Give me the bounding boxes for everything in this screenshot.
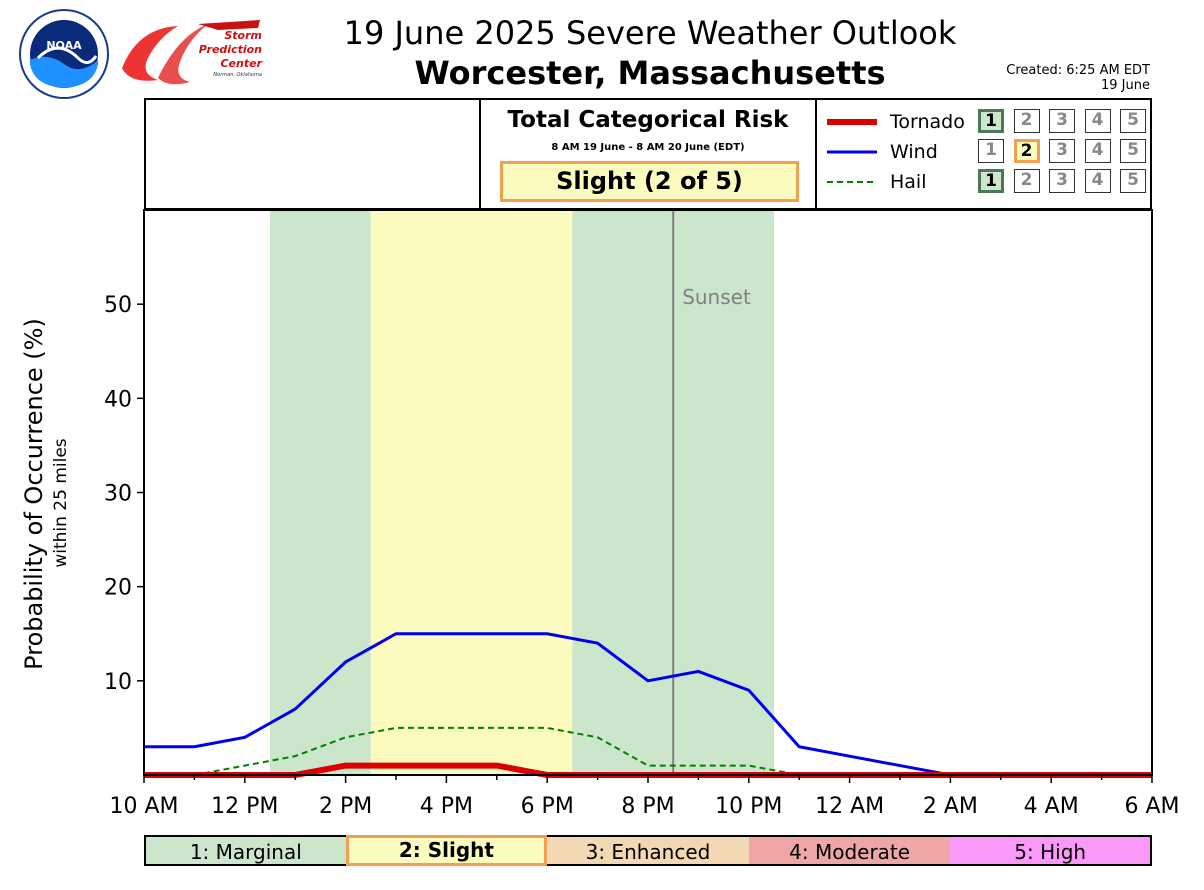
level-box-tornado-3: 3: [1049, 109, 1075, 133]
x-tick-label: 10 PM: [715, 794, 782, 819]
noaa-logo-text: NOAA: [46, 39, 82, 52]
x-tick-label: 4 PM: [420, 794, 473, 819]
x-tick-label: 10 AM: [109, 794, 178, 819]
probability-chart: Sunset 10 20 30 40 50 10 AM 12 PM 2 PM 4 PM 6 PM 8 …: [104, 209, 1180, 819]
x-tick-label: 4 AM: [1024, 794, 1079, 819]
risk-shading-1: [270, 210, 371, 775]
x-tick-label: 2 AM: [923, 794, 978, 819]
level-box-tornado-1: 1: [978, 109, 1004, 133]
legend: [817, 100, 1152, 208]
x-tick-label: 12 PM: [211, 794, 278, 819]
legend-label-tornado: Tornado: [890, 111, 965, 133]
legend-label-wind: Wind: [890, 141, 938, 163]
header-divider: [479, 98, 481, 210]
categorical-risk-badge: Slight (2 of 5): [500, 161, 799, 202]
y-tick-label-30: 30: [104, 482, 132, 507]
spc-line1: Storm: [224, 29, 262, 42]
noaa-logo: NOAA: [18, 8, 110, 100]
page-title: 19 June 2025 Severe Weather Outlook: [343, 14, 957, 52]
categorical-risk-title: Total Categorical Risk: [507, 107, 789, 133]
level-box-wind-2: 2: [1013, 139, 1040, 163]
level-box-tornado-2: 2: [1013, 109, 1040, 133]
created-line-2: 19 June: [1101, 78, 1150, 93]
x-tick-label: 6 PM: [521, 794, 574, 819]
created-timestamp: Created: 6:25 AM EDT 19 June: [1006, 63, 1150, 93]
category-bar-item: 2: Slight: [345, 835, 548, 866]
spc-line2: Prediction: [199, 43, 262, 56]
y-tick-label-20: 20: [104, 576, 132, 601]
category-bar-item: 3: Enhanced: [547, 835, 749, 866]
level-box-tornado-4: 4: [1084, 109, 1111, 133]
sunset-label: Sunset: [682, 285, 751, 309]
y-tick-label-50: 50: [104, 293, 132, 318]
level-box-tornado-5: 5: [1120, 109, 1146, 133]
y-tick-label-40: 40: [104, 387, 132, 412]
level-box-hail-3: 3: [1049, 169, 1075, 193]
x-tick-label: 2 PM: [319, 794, 372, 819]
level-box-wind-3: 3: [1049, 139, 1075, 163]
level-box-wind-5: 5: [1120, 139, 1146, 163]
spc-line4: Norman, Oklahoma: [213, 72, 262, 78]
category-bar-item: 4: Moderate: [748, 835, 951, 866]
location-title: Worcester, Massachusetts: [414, 54, 886, 92]
level-box-hail-4: 4: [1084, 169, 1111, 193]
created-line-1: Created: 6:25 AM EDT: [1006, 63, 1150, 78]
spc-line3: Center: [220, 57, 262, 70]
level-box-hail-2: 2: [1013, 169, 1040, 193]
legend-label-hail: Hail: [890, 171, 927, 193]
x-tick-label: 12 AM: [815, 794, 884, 819]
risk-shading-2: [370, 210, 573, 775]
categorical-risk-window: 8 AM 19 June - 8 AM 20 June (EDT): [551, 142, 745, 153]
x-tick-label: 6 AM: [1124, 794, 1179, 819]
x-tick-label: 8 PM: [621, 794, 674, 819]
category-bar-item: 1: Marginal: [144, 835, 346, 866]
y-tick-label-10: 10: [104, 670, 132, 695]
spc-logo: Storm Prediction Center Norman, Oklahoma: [118, 18, 268, 90]
category-bar-item: 5: High: [950, 835, 1152, 866]
level-box-wind-4: 4: [1084, 139, 1111, 163]
header-divider: [815, 98, 817, 210]
level-box-hail-1: 1: [978, 169, 1004, 193]
level-box-hail-5: 5: [1120, 169, 1146, 193]
level-box-wind-1: 1: [978, 139, 1004, 163]
